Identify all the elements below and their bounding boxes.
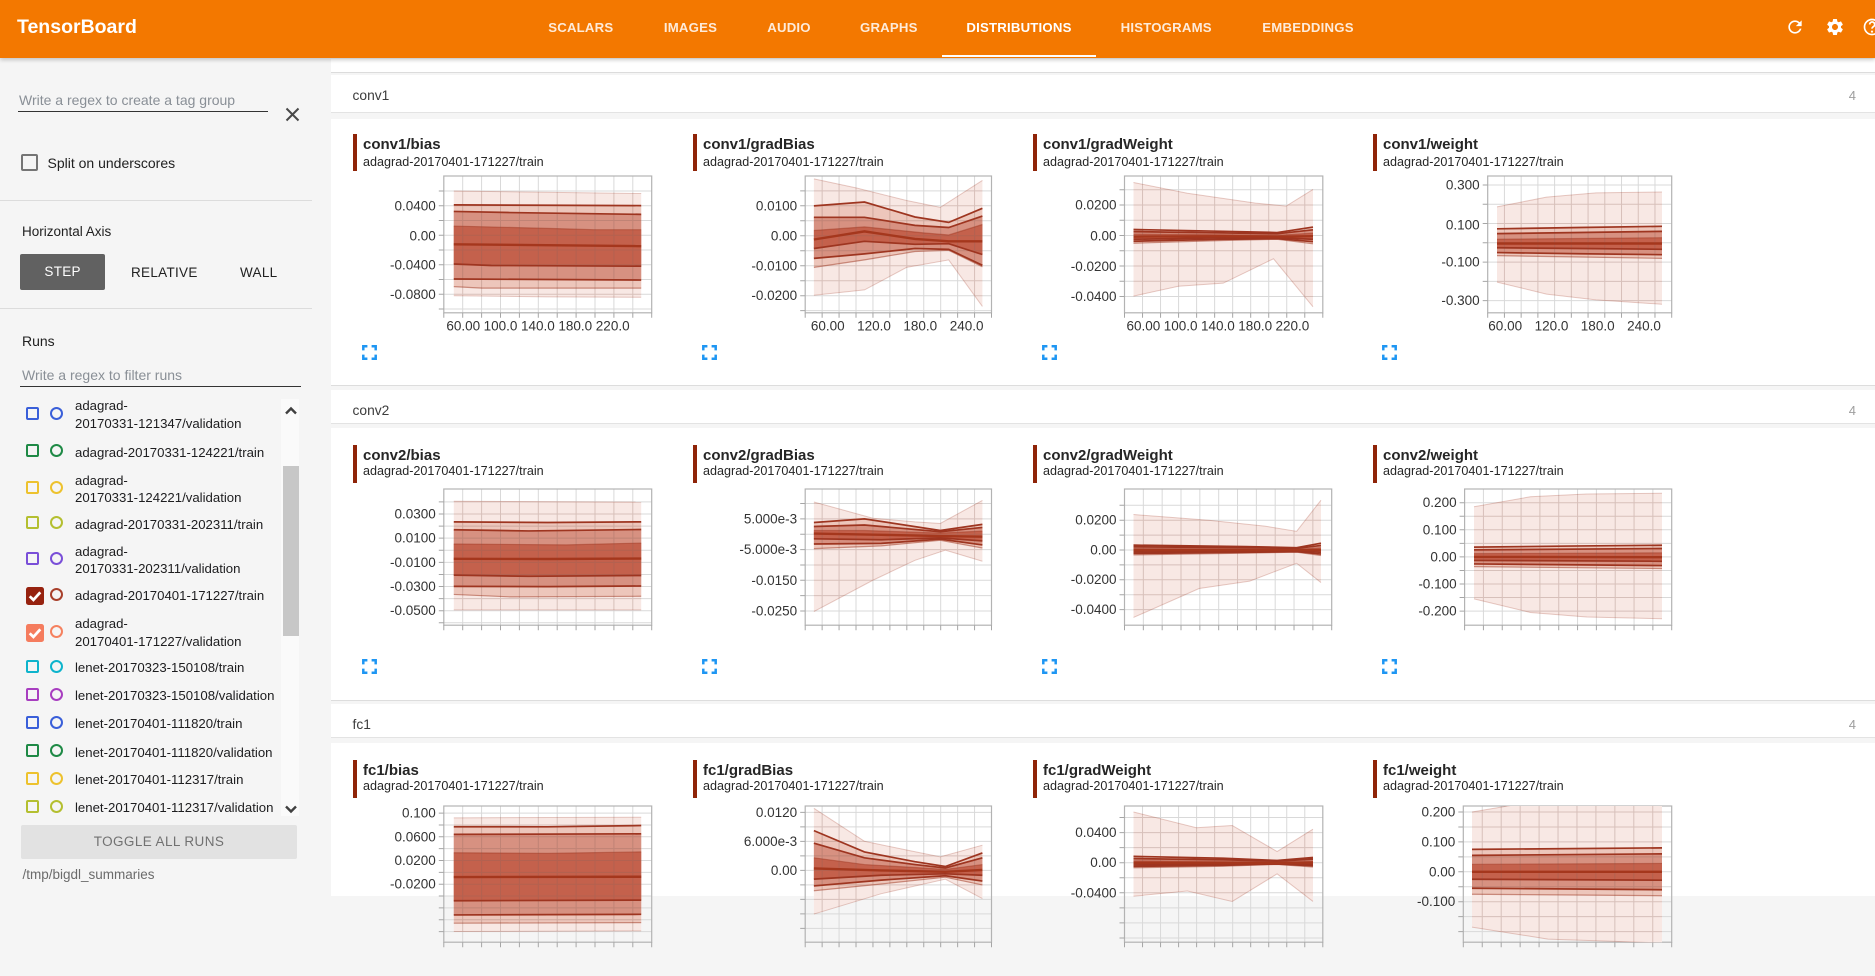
svg-text:-5.000e-3: -5.000e-3 [739,542,797,557]
svg-text:0.200: 0.200 [1423,495,1457,510]
svg-text:-0.0400: -0.0400 [1071,289,1117,304]
svg-text:-0.0200: -0.0200 [390,877,436,892]
svg-text:-0.300: -0.300 [1441,293,1479,308]
svg-text:-0.100: -0.100 [1417,894,1455,909]
svg-text:60.00: 60.00 [811,318,845,333]
svg-text:0.0200: 0.0200 [1075,512,1116,527]
svg-text:60.00: 60.00 [1127,318,1161,333]
svg-text:0.00: 0.00 [1090,542,1116,557]
svg-text:220.0: 220.0 [596,318,630,333]
svg-text:0.00: 0.00 [1090,228,1116,243]
svg-text:-0.0300: -0.0300 [390,579,436,594]
svg-text:60.00: 60.00 [446,318,480,333]
svg-text:-0.0500: -0.0500 [390,603,436,618]
svg-text:120.0: 120.0 [857,318,891,333]
svg-text:-0.200: -0.200 [1418,603,1456,618]
svg-text:120.0: 120.0 [1535,318,1569,333]
svg-text:-0.100: -0.100 [1441,254,1479,269]
svg-text:0.100: 0.100 [1422,834,1456,849]
svg-text:0.0600: 0.0600 [395,829,436,844]
svg-text:180.0: 180.0 [1581,318,1615,333]
svg-text:240.0: 240.0 [950,318,984,333]
svg-text:0.0400: 0.0400 [1075,825,1116,840]
svg-text:0.100: 0.100 [1423,522,1457,537]
svg-text:-0.0200: -0.0200 [1071,258,1117,273]
svg-text:180.0: 180.0 [558,318,592,333]
svg-text:0.0200: 0.0200 [395,853,436,868]
svg-text:0.00: 0.00 [410,228,436,243]
svg-text:0.0200: 0.0200 [1075,197,1116,212]
svg-text:0.00: 0.00 [771,863,797,878]
svg-text:220.0: 220.0 [1276,318,1310,333]
svg-text:140.0: 140.0 [521,318,555,333]
svg-text:5.000e-3: 5.000e-3 [744,511,797,526]
svg-text:6.000e-3: 6.000e-3 [744,834,797,849]
svg-text:-0.0100: -0.0100 [390,554,436,569]
svg-text:0.00: 0.00 [1429,864,1455,879]
svg-text:-0.0200: -0.0200 [751,288,797,303]
svg-text:-0.0400: -0.0400 [390,257,436,272]
svg-text:-0.0150: -0.0150 [751,572,797,587]
svg-text:0.200: 0.200 [1422,805,1456,820]
svg-text:-0.0100: -0.0100 [751,258,797,273]
svg-text:0.0120: 0.0120 [756,805,797,820]
svg-text:240.0: 240.0 [1627,318,1661,333]
svg-text:0.100: 0.100 [1446,217,1480,232]
svg-text:0.0400: 0.0400 [395,198,436,213]
svg-text:0.100: 0.100 [402,806,436,821]
svg-text:140.0: 140.0 [1201,318,1235,333]
svg-text:100.0: 100.0 [1164,318,1198,333]
svg-text:180.0: 180.0 [903,318,937,333]
svg-text:180.0: 180.0 [1238,318,1272,333]
svg-text:0.0100: 0.0100 [756,198,797,213]
svg-text:0.00: 0.00 [1090,855,1116,870]
svg-text:0.00: 0.00 [1430,549,1456,564]
svg-text:0.300: 0.300 [1446,177,1480,192]
svg-text:-0.0250: -0.0250 [751,603,797,618]
svg-text:-0.0200: -0.0200 [1071,572,1117,587]
svg-text:-0.100: -0.100 [1418,576,1456,591]
svg-text:100.0: 100.0 [484,318,518,333]
svg-text:-0.0400: -0.0400 [1071,602,1117,617]
svg-text:0.0100: 0.0100 [395,530,436,545]
svg-text:-0.0800: -0.0800 [390,286,436,301]
svg-text:-0.0400: -0.0400 [1071,885,1117,900]
svg-text:0.00: 0.00 [771,228,797,243]
svg-text:60.00: 60.00 [1488,318,1522,333]
svg-text:0.0300: 0.0300 [395,506,436,521]
